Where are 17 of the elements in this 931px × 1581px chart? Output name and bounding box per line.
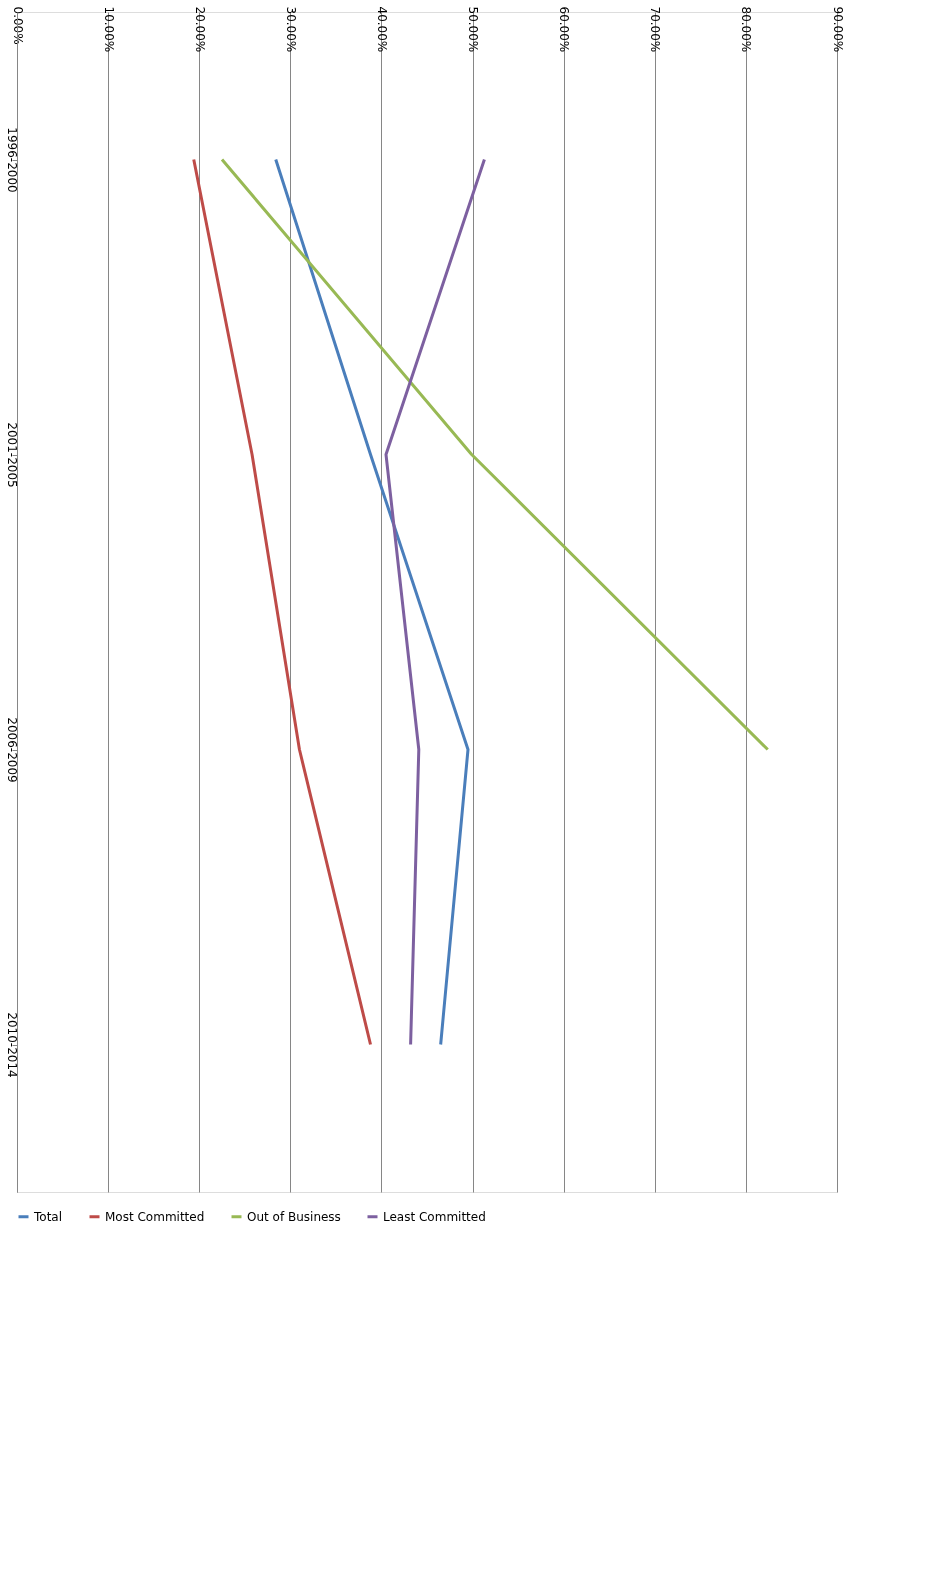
y-tick-label: 2006-2009	[4, 717, 19, 783]
y-tick-label: 2010-2014	[4, 1012, 19, 1078]
y-tick-label: 1996-2000	[4, 127, 19, 193]
x-tick-label: 30.00%	[283, 6, 298, 53]
legend-label: Out of Business	[247, 1209, 341, 1224]
x-tick-label: 70.00%	[648, 6, 663, 53]
x-tick-label: 80.00%	[739, 6, 754, 53]
x-tick-label: 10.00%	[101, 6, 116, 53]
legend-label: Least Committed	[383, 1209, 486, 1224]
x-tick-label: 20.00%	[192, 6, 207, 53]
x-tick-label: 50.00%	[466, 6, 481, 53]
x-tick-label: 90.00%	[830, 6, 845, 53]
legend-label: Most Committed	[105, 1209, 205, 1224]
legend-label: Total	[33, 1209, 63, 1224]
x-tick-label: 60.00%	[557, 6, 572, 53]
x-tick-label: 40.00%	[374, 6, 389, 53]
y-tick-label: 2001-2005	[4, 422, 19, 488]
